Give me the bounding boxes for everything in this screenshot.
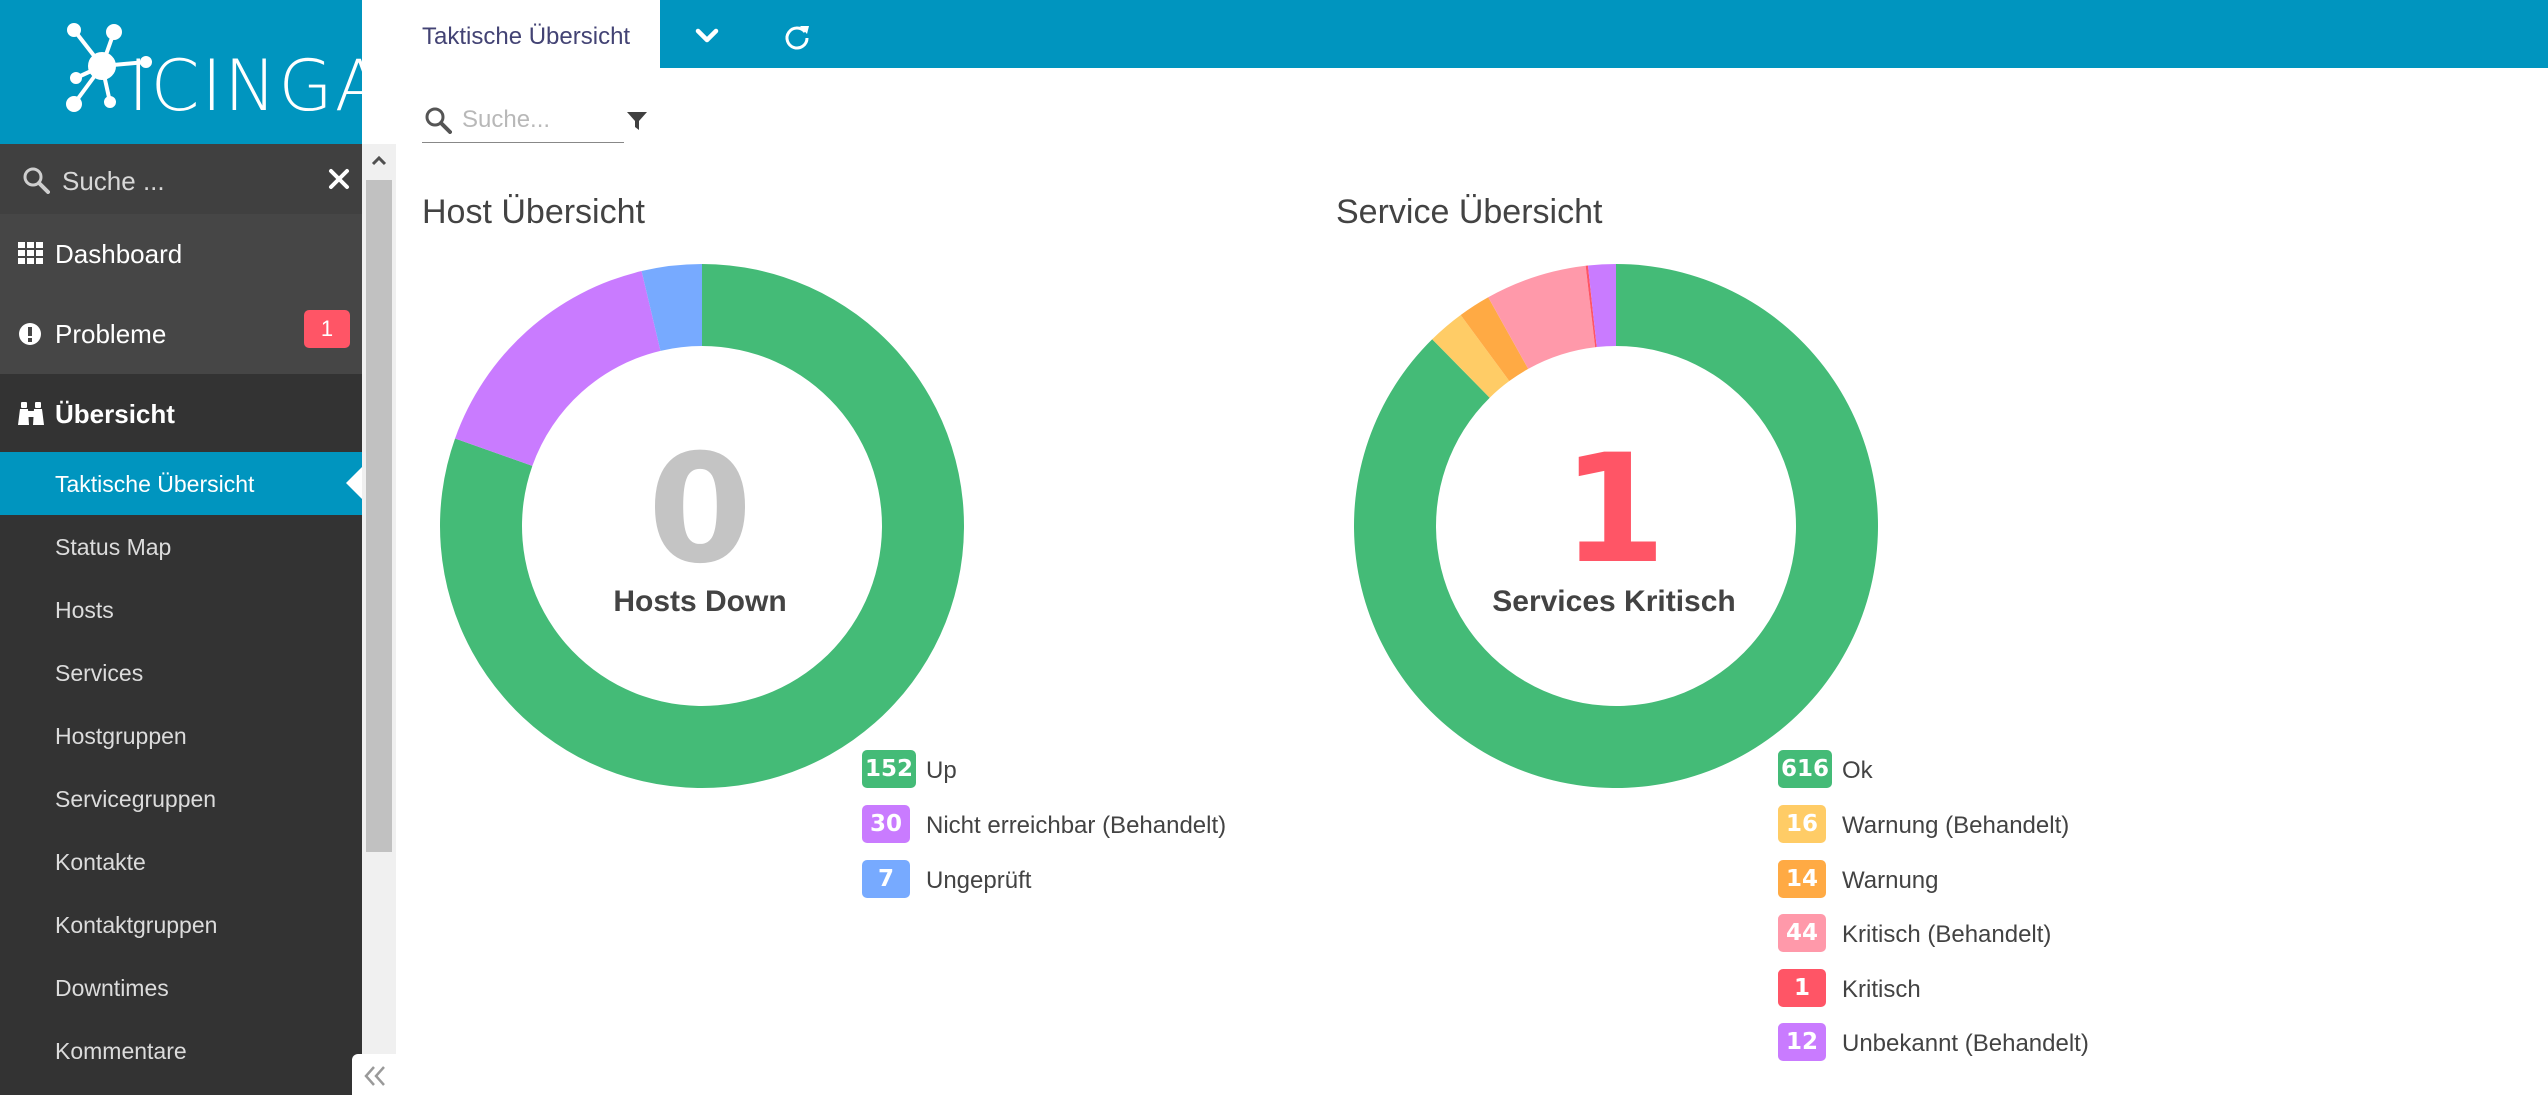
logo-text: ICINGA bbox=[128, 45, 362, 127]
legend-count-badge: 14 bbox=[1778, 860, 1826, 898]
sidebar-item-label: Hosts bbox=[55, 597, 114, 623]
sidebar-item-services[interactable]: Services bbox=[0, 641, 362, 704]
active-indicator bbox=[346, 466, 362, 500]
legend-count-badge: 44 bbox=[1778, 914, 1826, 952]
sidebar-item-downtimes[interactable]: Downtimes bbox=[0, 956, 362, 1019]
scrollbar-thumb[interactable] bbox=[366, 180, 392, 852]
legend-count-badge: 616 bbox=[1778, 750, 1833, 788]
sidebar-scrollbar[interactable] bbox=[362, 144, 396, 1095]
legend-label: Warnung (Behandelt) bbox=[1842, 812, 2070, 839]
sidebar-item-label: Services bbox=[55, 660, 144, 686]
content-search bbox=[422, 100, 624, 143]
legend-label: Ok bbox=[1842, 757, 1873, 784]
sidebar-item-label: Probleme bbox=[55, 319, 167, 349]
sidebar-item-label: Status Map bbox=[55, 534, 172, 560]
donut-slice-warnung-behandelt[interactable] bbox=[1432, 315, 1510, 398]
filter-icon[interactable] bbox=[626, 110, 648, 132]
sidebar-item-dashboard[interactable]: Dashboard bbox=[0, 214, 362, 294]
legend-count-badge: 16 bbox=[1778, 805, 1826, 843]
tab-label: Taktische Übersicht bbox=[422, 23, 631, 50]
donut-slice-kritisch[interactable] bbox=[1585, 265, 1597, 348]
logo[interactable]: ICINGA bbox=[0, 0, 362, 144]
search-icon bbox=[23, 167, 50, 194]
legend-label: Nicht erreichbar (Behandelt) bbox=[926, 812, 1227, 839]
sidebar-item-label: Downtimes bbox=[55, 975, 169, 1001]
legend-count-badge: 1 bbox=[1778, 969, 1826, 1007]
alert-icon bbox=[19, 323, 41, 345]
double-chevron-left-icon bbox=[364, 1066, 385, 1086]
tab-bar: Taktische Übersicht bbox=[396, 0, 2548, 68]
donut-slice-up[interactable] bbox=[439, 264, 964, 788]
collapse-sidebar-button[interactable] bbox=[352, 1054, 396, 1095]
legend-label: Kritisch bbox=[1842, 976, 1921, 1003]
sidebar-item-label: Kommentare bbox=[55, 1038, 187, 1064]
sidebar-item-hosts[interactable]: Hosts bbox=[0, 578, 362, 641]
legend-count-badge: 152 bbox=[862, 750, 917, 788]
sidebar-item-uebersicht[interactable]: Übersicht bbox=[0, 374, 362, 454]
host-overview-title: Host Übersicht bbox=[422, 193, 645, 231]
problem-count-badge: 1 bbox=[304, 310, 350, 348]
sidebar-item-label: Servicegruppen bbox=[55, 786, 217, 812]
sidebar-item-hostgruppen[interactable]: Hostgruppen bbox=[0, 704, 362, 767]
services-critical-count: 1 bbox=[1561, 423, 1667, 597]
icinga-logo-icon bbox=[66, 23, 152, 112]
donut-slice-unbekannt-behandelt[interactable] bbox=[1587, 264, 1616, 348]
chevron-up-icon[interactable] bbox=[362, 144, 396, 178]
sidebar-item-label: Kontakte bbox=[55, 849, 146, 875]
donut-slice-ok[interactable] bbox=[1354, 264, 1878, 788]
legend-label: Kritisch (Behandelt) bbox=[1842, 921, 2052, 948]
legend-label: Ungeprüft bbox=[926, 867, 1032, 894]
donut-slice-kritisch-behandelt[interactable] bbox=[1488, 265, 1596, 369]
legend-label: Up bbox=[926, 757, 957, 784]
hosts-down-count: 0 bbox=[647, 423, 753, 597]
service-donut-chart[interactable] bbox=[1350, 260, 1882, 792]
legend-count-badge: 7 bbox=[862, 860, 910, 898]
sidebar-item-kommentare[interactable]: Kommentare bbox=[0, 1019, 362, 1082]
sidebar-item-probleme[interactable]: Probleme 1 bbox=[0, 294, 362, 374]
search-icon bbox=[425, 107, 452, 134]
chevron-down-icon[interactable] bbox=[692, 20, 722, 50]
tab-taktische-uebersicht[interactable]: Taktische Übersicht bbox=[396, 0, 660, 68]
sidebar-item-label: Kontaktgruppen bbox=[55, 912, 218, 938]
sidebar-item-kontaktgruppen[interactable]: Kontaktgruppen bbox=[0, 893, 362, 956]
sidebar-item-servicegruppen[interactable]: Servicegruppen bbox=[0, 767, 362, 830]
binoculars-icon bbox=[18, 402, 44, 425]
donut-slice-ungeprüft[interactable] bbox=[641, 264, 702, 351]
host-donut-chart[interactable] bbox=[436, 260, 968, 792]
donut-slice-warnung[interactable] bbox=[1460, 297, 1529, 382]
sidebar-item-label: Übersicht bbox=[55, 399, 175, 429]
hosts-down-label: Hosts Down bbox=[613, 585, 787, 618]
sidebar-item-kontakte[interactable]: Kontakte bbox=[0, 830, 362, 893]
legend-label: Warnung bbox=[1842, 867, 1939, 894]
close-icon[interactable] bbox=[328, 168, 350, 190]
legend-count-badge: 12 bbox=[1778, 1023, 1826, 1061]
sidebar: ICINGA Dashboard Probleme 1 bbox=[0, 0, 362, 1095]
sidebar-item-status-map[interactable]: Status Map bbox=[0, 515, 362, 578]
legend-label: Unbekannt (Behandelt) bbox=[1842, 1030, 2089, 1057]
sidebar-item-taktische-uebersicht[interactable]: Taktische Übersicht bbox=[0, 452, 362, 515]
sidebar-item-label: Taktische Übersicht bbox=[55, 471, 255, 497]
search-input[interactable] bbox=[460, 104, 624, 136]
donut-slice-nicht-erreichbar-behandelt[interactable] bbox=[455, 271, 661, 466]
sidebar-search-input[interactable] bbox=[60, 162, 314, 200]
sidebar-item-label: Hostgruppen bbox=[55, 723, 187, 749]
legend-count-badge: 30 bbox=[862, 805, 910, 843]
sidebar-item-label: Dashboard bbox=[55, 239, 183, 269]
refresh-icon[interactable] bbox=[782, 22, 812, 52]
services-critical-label: Services Kritisch bbox=[1492, 585, 1736, 618]
service-overview-title: Service Übersicht bbox=[1336, 193, 1603, 231]
grid-icon bbox=[18, 242, 43, 264]
sidebar-search bbox=[0, 144, 362, 217]
